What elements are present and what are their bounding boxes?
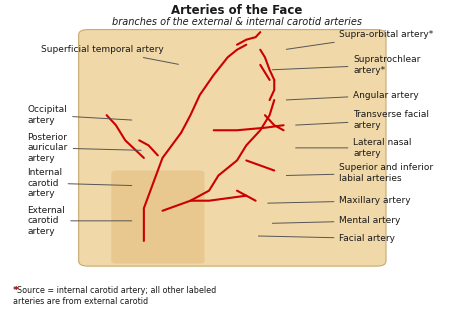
- Text: Occipital
artery: Occipital artery: [27, 105, 132, 125]
- Text: Internal
carotid
artery: Internal carotid artery: [27, 168, 132, 198]
- Text: Angular artery: Angular artery: [286, 91, 419, 100]
- Text: Lateral nasal
artery: Lateral nasal artery: [296, 138, 412, 158]
- Text: Arteries of the Face: Arteries of the Face: [171, 4, 303, 17]
- Text: External
carotid
artery: External carotid artery: [27, 206, 132, 236]
- FancyBboxPatch shape: [79, 30, 386, 266]
- Text: Posterior
auricular
artery: Posterior auricular artery: [27, 133, 141, 163]
- Text: branches of the external & internal carotid arteries: branches of the external & internal caro…: [112, 17, 362, 27]
- Text: Supra-orbital artery*: Supra-orbital artery*: [286, 30, 434, 49]
- Text: *Source = internal carotid artery; all other labeled
arteries are from external : *Source = internal carotid artery; all o…: [13, 286, 217, 306]
- Text: Transverse facial
artery: Transverse facial artery: [296, 111, 429, 130]
- Text: Maxillary artery: Maxillary artery: [268, 196, 411, 205]
- Text: Facial artery: Facial artery: [258, 234, 395, 243]
- Text: Supratrochlear
artery*: Supratrochlear artery*: [273, 55, 421, 74]
- Text: Superficial temporal artery: Superficial temporal artery: [41, 45, 178, 64]
- FancyBboxPatch shape: [111, 171, 204, 264]
- Text: Superior and inferior
labial arteries: Superior and inferior labial arteries: [286, 163, 434, 183]
- Text: Mental artery: Mental artery: [273, 216, 401, 225]
- Text: *: *: [13, 286, 18, 295]
